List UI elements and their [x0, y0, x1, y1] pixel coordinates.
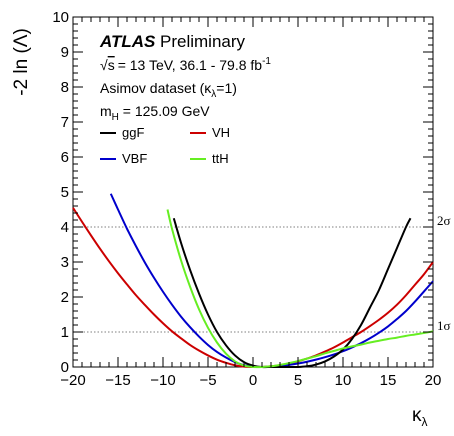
- y-tick-label: 3: [61, 254, 69, 271]
- curves: [72, 193, 434, 369]
- legend: ggF VH VBF ttH: [100, 125, 230, 166]
- curve-vh: [72, 207, 434, 369]
- y-tick-label: 10: [52, 9, 69, 26]
- x-axis-title: κλ: [412, 405, 428, 429]
- y-tick-label: 9: [61, 44, 69, 61]
- y-tick-label: 8: [61, 79, 69, 96]
- axis-ticks: [72, 16, 434, 368]
- preliminary-label: Preliminary: [160, 32, 246, 51]
- legend-label-vh: VH: [212, 125, 230, 140]
- legend-label-ggf: ggF: [122, 125, 144, 140]
- x-tick-label: −20: [60, 372, 85, 389]
- y-tick-label: 6: [61, 149, 69, 166]
- x-tick-label: −5: [199, 372, 216, 389]
- y-tick-label: 2: [61, 289, 69, 306]
- sigma-label-2: 2σ: [437, 213, 451, 228]
- mass-label: mH = 125.09 GeV: [100, 103, 210, 123]
- y-axis-title: -2 ln (Λ): [11, 28, 32, 96]
- legend-label-tth: ttH: [212, 151, 229, 166]
- y-tick-label: 5: [61, 184, 69, 201]
- x-tick-label: 10: [335, 372, 352, 389]
- sigma-lines: 1σ 2σ: [73, 213, 451, 333]
- y-tick-label: 0: [61, 359, 69, 376]
- y-tick-label: 4: [61, 219, 69, 236]
- axis-tick-labels: −20 −15 −10 −5 0 5 10 15 20 0 1 2 3 4 5 6 7 8 9 10: [52, 9, 441, 389]
- annotations: ATLAS Preliminary √s = 13 TeV, 36.1 - 79.…: [99, 32, 271, 123]
- y-tick-label: 7: [61, 114, 69, 131]
- x-tick-label: 15: [380, 372, 397, 389]
- x-tick-label: 20: [425, 372, 442, 389]
- atlas-label: ATLAS: [99, 32, 156, 51]
- x-tick-label: 5: [294, 372, 302, 389]
- asimov-label: Asimov dataset (κλ=1): [100, 80, 237, 100]
- curve-ggf: [172, 217, 412, 369]
- legend-label-vbf: VBF: [122, 151, 147, 166]
- y-tick-label: 1: [61, 324, 69, 341]
- energy-label: √s = 13 TeV, 36.1 - 79.8 fb-1: [100, 56, 271, 73]
- x-tick-label: 0: [249, 372, 257, 389]
- curve-vbf: [109, 193, 434, 369]
- sigma-label-1: 1σ: [437, 318, 451, 333]
- x-tick-label: −10: [150, 372, 175, 389]
- x-tick-label: −15: [105, 372, 130, 389]
